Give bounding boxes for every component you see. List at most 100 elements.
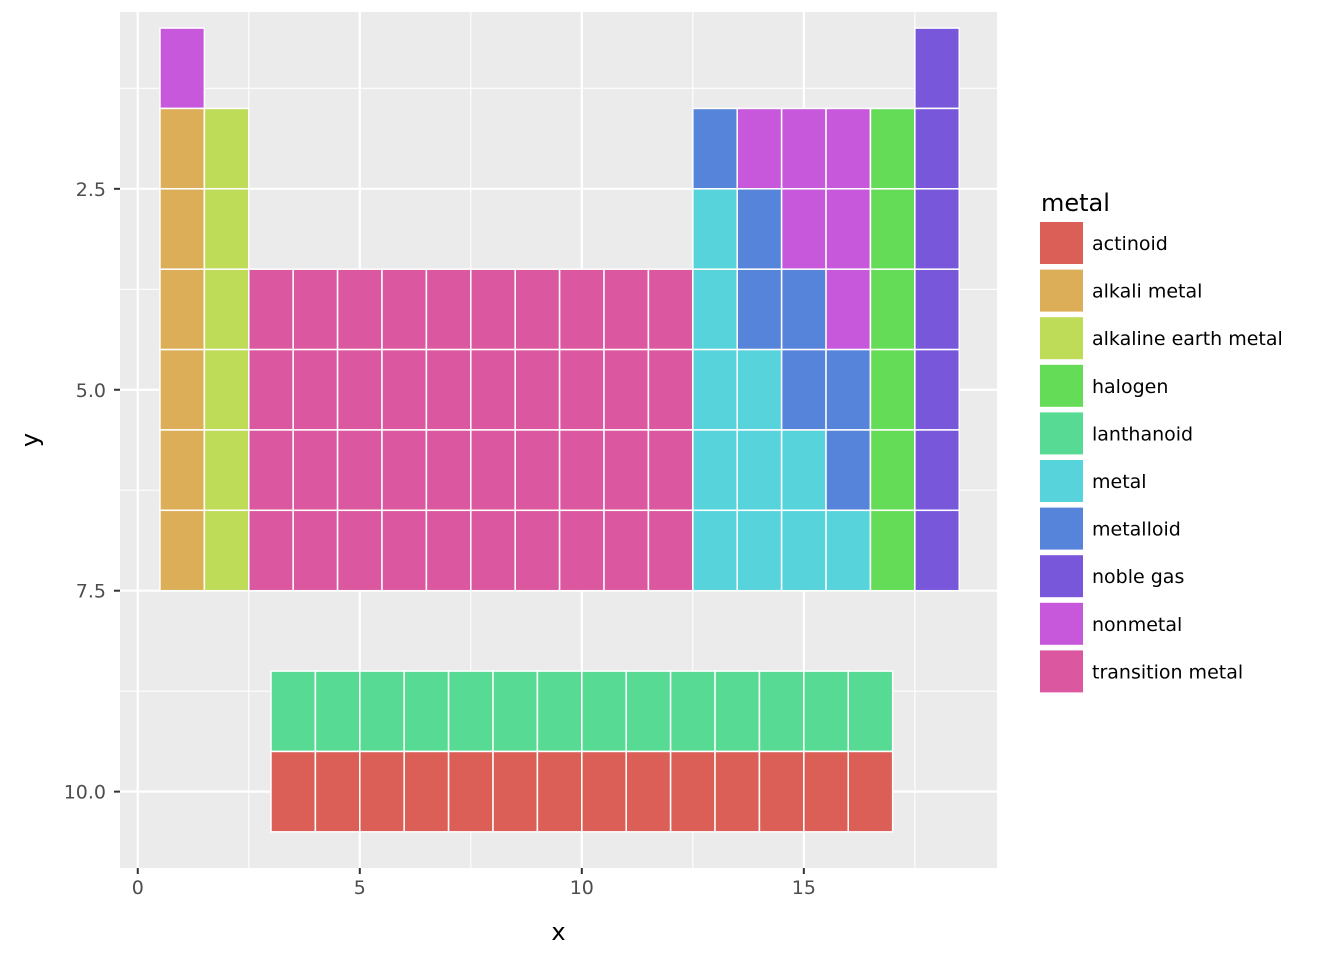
tile	[736, 509, 783, 592]
tile	[536, 750, 583, 833]
tile	[869, 268, 916, 351]
legend-key	[1040, 412, 1083, 455]
tile	[359, 670, 405, 753]
tile	[825, 429, 872, 512]
tile	[381, 509, 428, 592]
tile	[270, 670, 317, 753]
legend-key	[1040, 460, 1083, 502]
tile	[248, 268, 294, 351]
tile	[470, 509, 516, 592]
tile	[314, 750, 361, 833]
tile	[803, 750, 849, 833]
tile	[336, 429, 383, 512]
tiles-layer	[159, 27, 961, 833]
tile	[736, 107, 783, 190]
tile	[736, 348, 783, 431]
tile	[625, 670, 672, 753]
tile	[869, 509, 916, 592]
tile	[359, 750, 405, 833]
legend-label: actinoid	[1092, 233, 1168, 255]
legend: metal actinoid alkali metal alkaline earth…	[1040, 189, 1283, 693]
legend-label: lanthanoid	[1092, 423, 1193, 445]
tile	[825, 107, 872, 190]
tile	[203, 429, 250, 512]
y-tick-label: 7.5	[76, 581, 106, 603]
x-axis-title: x	[551, 918, 565, 946]
x-tick-label: 15	[792, 877, 816, 899]
tile	[603, 268, 650, 351]
tile	[914, 188, 961, 270]
tile	[159, 348, 206, 431]
tile	[470, 429, 516, 512]
tile	[847, 750, 894, 833]
tile	[692, 107, 738, 190]
y-axis: 2.5 5.0 7.5 10.0	[64, 179, 120, 804]
tile	[780, 509, 827, 592]
tile	[403, 670, 450, 753]
legend-label: metal	[1092, 471, 1147, 493]
tile	[603, 429, 650, 512]
tile	[603, 348, 650, 431]
tile	[692, 429, 738, 512]
tile	[647, 348, 694, 431]
tile	[159, 429, 206, 512]
tile	[669, 670, 716, 753]
tile	[558, 509, 605, 592]
tile	[647, 429, 694, 512]
tile	[736, 188, 783, 270]
tile	[159, 509, 206, 592]
tile	[558, 268, 605, 351]
tile	[869, 107, 916, 190]
tile	[248, 429, 294, 512]
legend-label: halogen	[1092, 376, 1168, 398]
tile	[714, 750, 761, 833]
tile	[692, 188, 738, 270]
tile	[825, 348, 872, 431]
tile	[558, 348, 605, 431]
tile	[692, 268, 738, 351]
tile	[159, 107, 206, 190]
x-tick-label: 5	[354, 877, 366, 899]
tile	[292, 429, 339, 512]
tile	[780, 429, 827, 512]
y-tick-label: 2.5	[76, 179, 106, 201]
tile	[292, 348, 339, 431]
legend-key	[1040, 364, 1083, 407]
tile	[558, 429, 605, 512]
tile	[647, 509, 694, 592]
tile	[647, 268, 694, 351]
tile	[292, 268, 339, 351]
y-tick-label: 10.0	[64, 782, 106, 804]
tile	[603, 509, 650, 592]
tile	[203, 348, 250, 431]
tile	[780, 268, 827, 351]
tile	[381, 348, 428, 431]
x-axis: 0 5 10 15	[132, 868, 816, 899]
tile	[381, 268, 428, 351]
legend-key	[1040, 507, 1083, 550]
tile	[270, 750, 317, 833]
tile	[248, 509, 294, 592]
x-tick-label: 10	[570, 877, 594, 899]
tile	[492, 670, 539, 753]
tile	[203, 268, 250, 351]
tile	[447, 670, 494, 753]
tile	[914, 509, 961, 592]
legend-label: alkaline earth metal	[1092, 328, 1283, 350]
legend-key	[1040, 222, 1083, 264]
tile	[159, 268, 206, 351]
y-axis-title: y	[16, 433, 44, 447]
legend-key	[1040, 602, 1083, 645]
tile	[914, 429, 961, 512]
tile	[825, 188, 872, 270]
tile	[248, 348, 294, 431]
legend-key	[1040, 555, 1083, 598]
legend-key	[1040, 269, 1083, 312]
tile	[736, 268, 783, 351]
tile	[714, 670, 761, 753]
tile	[381, 429, 428, 512]
tile	[425, 429, 472, 512]
tile	[403, 750, 450, 833]
tile	[625, 750, 672, 833]
tile	[159, 27, 206, 110]
